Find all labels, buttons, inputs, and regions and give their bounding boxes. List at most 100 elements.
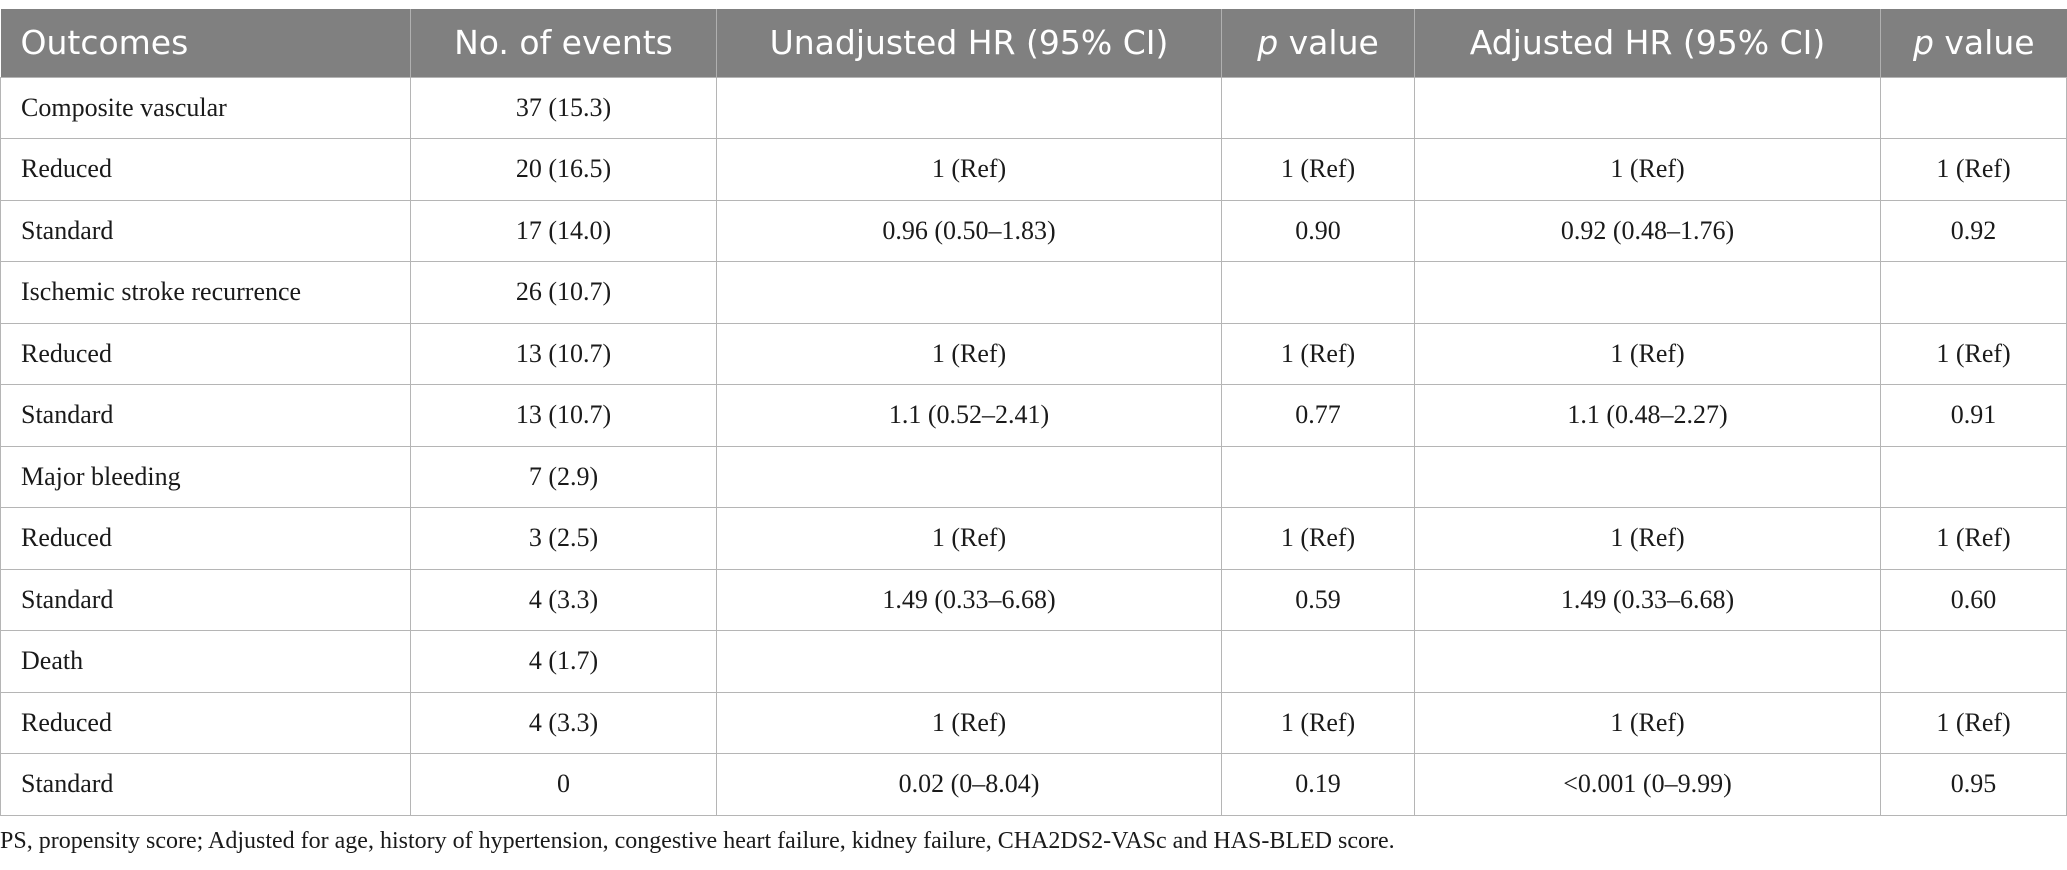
header-adjusted-hr: Adjusted HR (95% CI) xyxy=(1414,9,1881,77)
cell-adjusted-hr xyxy=(1414,630,1881,693)
cell-unadjusted-hr: 1 (Ref) xyxy=(716,138,1222,201)
cell-p-value-adjusted xyxy=(1880,76,2067,139)
cell-events: 13 (10.7) xyxy=(410,322,717,385)
cell-unadjusted-hr: 1.49 (0.33–6.68) xyxy=(716,568,1222,631)
cell-p-value-unadjusted xyxy=(1221,445,1415,508)
table-row: Reduced 13 (10.7) 1 (Ref) 1 (Ref) 1 (Ref) 1 (… xyxy=(0,322,2067,385)
header-row: Outcomes No. of events Unadjusted HR (95… xyxy=(0,9,2067,77)
table-row: Reduced 20 (16.5) 1 (Ref) 1 (Ref) 1 (Ref) 1 (… xyxy=(0,138,2067,201)
table-row: Death 4 (1.7) xyxy=(0,630,2067,693)
cell-outcome: Composite vascular xyxy=(0,76,411,139)
cell-unadjusted-hr xyxy=(716,630,1222,693)
cell-adjusted-hr xyxy=(1414,76,1881,139)
cell-p-value-adjusted: 1 (Ref) xyxy=(1880,138,2067,201)
header-p-label: value xyxy=(1278,23,1379,63)
cell-adjusted-hr: 1.1 (0.48–2.27) xyxy=(1414,384,1881,447)
header-unadjusted-hr: Unadjusted HR (95% CI) xyxy=(716,9,1222,77)
cell-p-value-adjusted: 0.92 xyxy=(1880,199,2067,262)
cell-unadjusted-hr: 1 (Ref) xyxy=(716,322,1222,385)
cell-events: 26 (10.7) xyxy=(410,261,717,324)
cell-unadjusted-hr xyxy=(716,261,1222,324)
cell-outcome: Standard xyxy=(0,199,411,262)
cell-events: 17 (14.0) xyxy=(410,199,717,262)
cell-p-value-unadjusted xyxy=(1221,630,1415,693)
cell-p-value-unadjusted: 0.19 xyxy=(1221,753,1415,816)
cell-unadjusted-hr: 1 (Ref) xyxy=(716,507,1222,570)
cell-p-value-unadjusted: 1 (Ref) xyxy=(1221,138,1415,201)
cell-p-value-adjusted xyxy=(1880,261,2067,324)
results-table: Outcomes No. of events Unadjusted HR (95… xyxy=(0,9,2067,816)
cell-unadjusted-hr: 1 (Ref) xyxy=(716,691,1222,754)
cell-events: 13 (10.7) xyxy=(410,384,717,447)
table-row: Standard 0 0.02 (0–8.04) 0.19 <0.001 (0–9.99… xyxy=(0,753,2067,816)
cell-outcome: Major bleeding xyxy=(0,445,411,508)
cell-p-value-adjusted xyxy=(1880,630,2067,693)
table-row: Major bleeding 7 (2.9) xyxy=(0,445,2067,508)
cell-events: 7 (2.9) xyxy=(410,445,717,508)
header-outcomes: Outcomes xyxy=(0,9,411,77)
header-events: No. of events xyxy=(410,9,717,77)
cell-adjusted-hr: 1 (Ref) xyxy=(1414,322,1881,385)
cell-outcome: Reduced xyxy=(0,322,411,385)
cell-outcome: Reduced xyxy=(0,507,411,570)
cell-events: 37 (15.3) xyxy=(410,76,717,139)
cell-p-value-adjusted: 0.91 xyxy=(1880,384,2067,447)
cell-p-value-unadjusted: 0.90 xyxy=(1221,199,1415,262)
cell-events: 4 (3.3) xyxy=(410,568,717,631)
cell-outcome: Reduced xyxy=(0,138,411,201)
table-row: Standard 4 (3.3) 1.49 (0.33–6.68) 0.59 1.49 … xyxy=(0,568,2067,631)
cell-events: 0 xyxy=(410,753,717,816)
cell-events: 20 (16.5) xyxy=(410,138,717,201)
cell-outcome: Ischemic stroke recurrence xyxy=(0,261,411,324)
cell-p-value-unadjusted: 0.77 xyxy=(1221,384,1415,447)
table-row: Reduced 3 (2.5) 1 (Ref) 1 (Ref) 1 (Ref) 1 (Re… xyxy=(0,507,2067,570)
cell-adjusted-hr: 1.49 (0.33–6.68) xyxy=(1414,568,1881,631)
table-row: Reduced 4 (3.3) 1 (Ref) 1 (Ref) 1 (Ref) 1 (Re… xyxy=(0,691,2067,754)
cell-p-value-adjusted: 0.60 xyxy=(1880,568,2067,631)
cell-p-value-adjusted xyxy=(1880,445,2067,508)
cell-outcome: Reduced xyxy=(0,691,411,754)
header-p-label: value xyxy=(1933,23,2035,63)
cell-p-value-adjusted: 0.95 xyxy=(1880,753,2067,816)
cell-adjusted-hr xyxy=(1414,445,1881,508)
cell-p-value-adjusted: 1 (Ref) xyxy=(1880,691,2067,754)
cell-outcome: Standard xyxy=(0,753,411,816)
cell-outcome: Standard xyxy=(0,384,411,447)
cell-outcome: Standard xyxy=(0,568,411,631)
cell-unadjusted-hr: 1.1 (0.52–2.41) xyxy=(716,384,1222,447)
cell-p-value-unadjusted: 0.59 xyxy=(1221,568,1415,631)
table-body: Composite vascular 37 (15.3) Reduced 20 (16… xyxy=(0,76,2067,816)
cell-adjusted-hr: 1 (Ref) xyxy=(1414,691,1881,754)
cell-adjusted-hr: 1 (Ref) xyxy=(1414,507,1881,570)
table-row: Composite vascular 37 (15.3) xyxy=(0,76,2067,139)
cell-p-value-unadjusted xyxy=(1221,76,1415,139)
cell-p-value-adjusted: 1 (Ref) xyxy=(1880,322,2067,385)
cell-unadjusted-hr: 0.96 (0.50–1.83) xyxy=(716,199,1222,262)
cell-events: 4 (1.7) xyxy=(410,630,717,693)
table-row: Standard 13 (10.7) 1.1 (0.52–2.41) 0.77 1.1 … xyxy=(0,384,2067,447)
header-p-value-adjusted: p value xyxy=(1881,9,2067,77)
header-p-symbol: p xyxy=(1912,23,1934,63)
cell-adjusted-hr xyxy=(1414,261,1881,324)
cell-events: 3 (2.5) xyxy=(410,507,717,570)
cell-p-value-adjusted: 1 (Ref) xyxy=(1880,507,2067,570)
cell-adjusted-hr: 1 (Ref) xyxy=(1414,138,1881,201)
cell-p-value-unadjusted: 1 (Ref) xyxy=(1221,322,1415,385)
table-row: Ischemic stroke recurrence 26 (10.7) xyxy=(0,261,2067,324)
cell-events: 4 (3.3) xyxy=(410,691,717,754)
cell-p-value-unadjusted: 1 (Ref) xyxy=(1221,691,1415,754)
header-p-symbol: p xyxy=(1257,23,1279,63)
cell-p-value-unadjusted xyxy=(1221,261,1415,324)
header-p-value-unadjusted: p value xyxy=(1221,9,1415,77)
table-row: Standard 17 (14.0) 0.96 (0.50–1.83) 0.90 0.9… xyxy=(0,199,2067,262)
cell-unadjusted-hr: 0.02 (0–8.04) xyxy=(716,753,1222,816)
cell-adjusted-hr: <0.001 (0–9.99) xyxy=(1414,753,1881,816)
cell-unadjusted-hr xyxy=(716,76,1222,139)
cell-p-value-unadjusted: 1 (Ref) xyxy=(1221,507,1415,570)
table-footnote: PS, propensity score; Adjusted for age, … xyxy=(0,828,1395,854)
cell-outcome: Death xyxy=(0,630,411,693)
cell-adjusted-hr: 0.92 (0.48–1.76) xyxy=(1414,199,1881,262)
cell-unadjusted-hr xyxy=(716,445,1222,508)
table-header: Outcomes No. of events Unadjusted HR (95… xyxy=(0,9,2067,77)
